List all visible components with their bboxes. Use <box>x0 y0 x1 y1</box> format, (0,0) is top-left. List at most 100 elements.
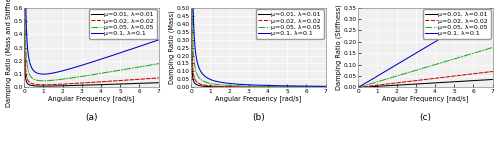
μ=0.05, λ=0.05 <box>195 76 201 77</box>
μ=0.1, λ=0.1 <box>28 66 34 68</box>
Line: μ=0.1, λ=0.1: μ=0.1, λ=0.1 <box>24 8 158 74</box>
μ=0.01, λ=0.01 <box>250 86 256 88</box>
μ=0.02, λ=0.02 <box>322 86 328 88</box>
μ=0.01, λ=0.01 <box>127 83 133 85</box>
μ=0.1, λ=0.1 <box>254 84 260 86</box>
μ=0.1, λ=0.1 <box>294 85 300 87</box>
Line: μ=0.01, λ=0.01: μ=0.01, λ=0.01 <box>192 8 326 87</box>
μ=0.02, λ=0.02 <box>22 7 28 8</box>
μ=0.01, λ=0.01 <box>83 84 89 86</box>
Line: μ=0.05, λ=0.05: μ=0.05, λ=0.05 <box>24 8 158 81</box>
Legend: μ=0.01, λ=0.01, μ=0.02, λ=0.02, μ=0.05, λ=0.05, μ=0.1, λ=0.1: μ=0.01, λ=0.01, μ=0.02, λ=0.02, μ=0.05, … <box>256 9 324 39</box>
μ=0.1, λ=0.1 <box>356 86 362 88</box>
μ=0.02, λ=0.02 <box>195 82 201 84</box>
μ=0.02, λ=0.02 <box>356 87 362 88</box>
Line: μ=0.01, λ=0.01: μ=0.01, λ=0.01 <box>358 79 492 87</box>
μ=0.05, λ=0.05 <box>127 68 133 69</box>
μ=0.01, λ=0.01 <box>254 86 260 88</box>
μ=0.05, λ=0.05 <box>356 87 362 88</box>
μ=0.05, λ=0.05 <box>22 7 28 8</box>
μ=0.05, λ=0.05 <box>318 86 324 88</box>
Line: μ=0.1, λ=0.1: μ=0.1, λ=0.1 <box>358 8 492 87</box>
μ=0.02, λ=0.02 <box>486 71 492 73</box>
μ=0.05, λ=0.05 <box>152 64 158 65</box>
μ=0.1, λ=0.1 <box>486 9 492 11</box>
μ=0.05, λ=0.05 <box>420 67 426 69</box>
μ=0.05, λ=0.05 <box>152 64 158 65</box>
μ=0.1, λ=0.1 <box>152 40 158 42</box>
μ=0.02, λ=0.02 <box>83 82 89 84</box>
μ=0.01, λ=0.01 <box>40 85 46 87</box>
μ=0.02, λ=0.02 <box>86 82 92 83</box>
μ=0.01, λ=0.01 <box>188 7 194 8</box>
μ=0.02, λ=0.02 <box>420 79 426 81</box>
Y-axis label: Damping Ratio (Stiffness): Damping Ratio (Stiffness) <box>336 5 342 90</box>
μ=0.01, λ=0.01 <box>318 86 324 88</box>
μ=0.01, λ=0.01 <box>318 86 324 88</box>
μ=0.1, λ=0.1 <box>490 7 496 8</box>
μ=0.05, λ=0.05 <box>250 85 256 87</box>
μ=0.1, λ=0.1 <box>417 50 423 51</box>
μ=0.05, λ=0.05 <box>254 85 260 87</box>
μ=0.01, λ=0.01 <box>28 85 34 86</box>
μ=0.1, λ=0.1 <box>322 85 328 87</box>
μ=0.02, λ=0.02 <box>156 77 162 79</box>
μ=0.01, λ=0.01 <box>420 83 426 84</box>
μ=0.01, λ=0.01 <box>86 84 92 86</box>
μ=0.01, λ=0.01 <box>322 86 328 88</box>
μ=0.1, λ=0.1 <box>486 9 492 11</box>
Line: μ=0.05, λ=0.05: μ=0.05, λ=0.05 <box>192 8 326 87</box>
μ=0.05, λ=0.05 <box>294 86 300 88</box>
μ=0.05, λ=0.05 <box>322 86 328 88</box>
μ=0.01, λ=0.01 <box>195 84 201 86</box>
μ=0.02, λ=0.02 <box>318 86 324 88</box>
μ=0.05, λ=0.05 <box>188 7 194 8</box>
μ=0.05, λ=0.05 <box>486 48 492 50</box>
μ=0.01, λ=0.01 <box>152 82 158 84</box>
μ=0.1, λ=0.1 <box>152 40 158 42</box>
Line: μ=0.01, λ=0.01: μ=0.01, λ=0.01 <box>24 21 158 86</box>
μ=0.05, λ=0.05 <box>28 76 34 78</box>
X-axis label: Angular Frequency [rad/s]: Angular Frequency [rad/s] <box>48 95 134 102</box>
μ=0.02, λ=0.02 <box>40 84 46 86</box>
Y-axis label: Damping Ratio (Mass): Damping Ratio (Mass) <box>169 11 175 84</box>
μ=0.1, λ=0.1 <box>86 62 92 64</box>
μ=0.01, λ=0.01 <box>486 79 492 81</box>
μ=0.02, λ=0.02 <box>417 79 423 81</box>
μ=0.02, λ=0.02 <box>127 79 133 81</box>
μ=0.1, λ=0.1 <box>156 39 162 41</box>
μ=0.02, λ=0.02 <box>362 86 368 87</box>
μ=0.02, λ=0.02 <box>28 83 34 84</box>
μ=0.02, λ=0.02 <box>461 74 467 76</box>
μ=0.01, λ=0.01 <box>356 87 362 88</box>
X-axis label: Angular Frequency [rad/s]: Angular Frequency [rad/s] <box>382 95 468 102</box>
Y-axis label: Damping Ratio (Mass and Stiffness): Damping Ratio (Mass and Stiffness) <box>6 0 12 107</box>
μ=0.1, λ=0.1 <box>83 63 89 65</box>
Line: μ=0.05, λ=0.05: μ=0.05, λ=0.05 <box>358 48 492 87</box>
μ=0.01, λ=0.01 <box>362 86 368 88</box>
μ=0.1, λ=0.1 <box>420 48 426 49</box>
μ=0.1, λ=0.1 <box>195 65 201 67</box>
μ=0.05, λ=0.05 <box>417 68 423 70</box>
μ=0.01, λ=0.01 <box>461 80 467 82</box>
μ=0.01, λ=0.01 <box>417 83 423 85</box>
μ=0.05, λ=0.05 <box>486 48 492 50</box>
Line: μ=0.02, λ=0.02: μ=0.02, λ=0.02 <box>358 71 492 87</box>
Legend: μ=0.01, λ=0.01, μ=0.02, λ=0.02, μ=0.05, λ=0.05, μ=0.1, λ=0.1: μ=0.01, λ=0.01, μ=0.02, λ=0.02, μ=0.05, … <box>423 9 490 39</box>
μ=0.01, λ=0.01 <box>156 82 162 84</box>
μ=0.05, λ=0.05 <box>461 55 467 57</box>
Line: μ=0.02, λ=0.02: μ=0.02, λ=0.02 <box>192 8 326 87</box>
X-axis label: Angular Frequency [rad/s]: Angular Frequency [rad/s] <box>215 95 302 102</box>
μ=0.1, λ=0.1 <box>318 85 324 87</box>
μ=0.01, λ=0.01 <box>294 86 300 88</box>
μ=0.1, λ=0.1 <box>127 49 133 50</box>
μ=0.02, λ=0.02 <box>318 86 324 88</box>
μ=0.01, λ=0.01 <box>22 20 28 22</box>
μ=0.1, λ=0.1 <box>40 73 46 75</box>
μ=0.01, λ=0.01 <box>152 82 158 84</box>
μ=0.05, λ=0.05 <box>86 74 92 76</box>
μ=0.02, λ=0.02 <box>254 86 260 88</box>
μ=0.01, λ=0.01 <box>486 79 492 81</box>
μ=0.02, λ=0.02 <box>152 77 158 79</box>
μ=0.02, λ=0.02 <box>250 86 256 88</box>
